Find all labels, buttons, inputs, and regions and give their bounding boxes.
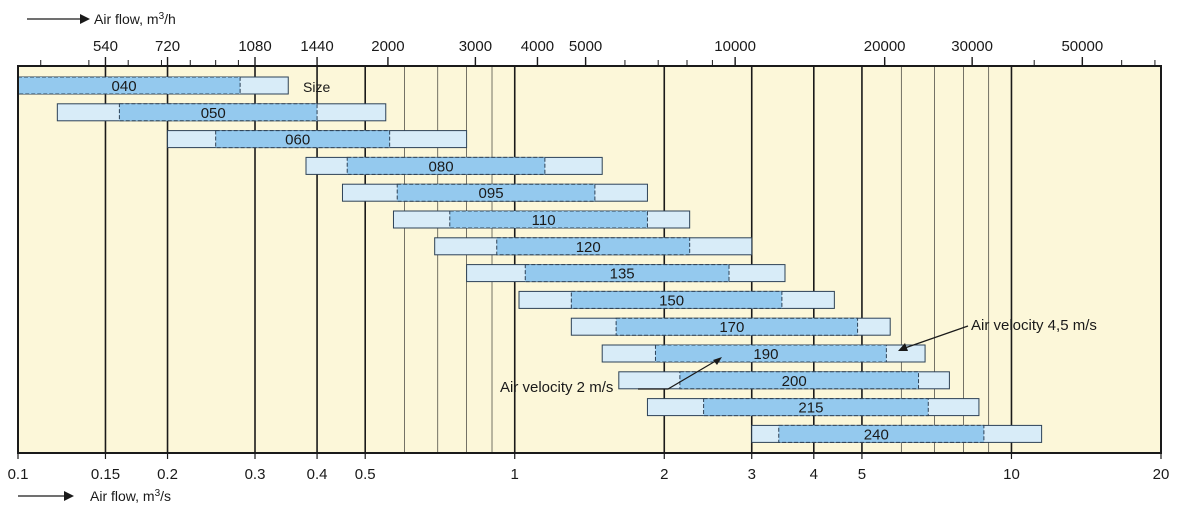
size-label: 170 [719,319,744,336]
size-label: 135 [610,266,635,283]
velocity-bar [703,398,929,417]
bottom-tick-label: 0.4 [307,466,328,483]
velocity-bar [778,424,985,443]
bottom-tick-label: 1 [511,466,519,483]
bottom-tick-label: 0.3 [245,466,266,483]
annotation-velocity-2: Air velocity 2 m/s [500,379,613,396]
velocity-bar [215,130,391,149]
top-tick-label: 2000 [371,38,404,55]
annotation-velocity-4-5: Air velocity 4,5 m/s [971,317,1097,334]
top-axis-label-sup: 3 [159,11,165,22]
size-label: 150 [659,292,684,309]
annotation-arrow-line [638,358,720,390]
top-tick-label: 720 [155,38,180,55]
velocity-bar [570,290,783,309]
bottom-tick-label: 10 [1003,466,1020,483]
size-label: 215 [798,400,823,417]
size-label: 080 [429,158,454,175]
bottom-tick-label: 20 [1153,466,1170,483]
top-tick-label: 20000 [864,38,906,55]
svg-text:Air flow, m3/h: Air flow, m3/h [94,11,176,27]
bottom-axis-label-sup: 3 [155,488,161,499]
annotation-arrowhead [898,343,908,351]
velocity-bar [679,371,920,390]
top-tick-label: 4000 [521,38,554,55]
svg-text:Air flow, m3/s: Air flow, m3/s [90,488,171,504]
bottom-tick-label: 4 [810,466,818,483]
bottom-tick-label: 0.15 [91,466,120,483]
velocity-bar [449,210,648,229]
velocity-bar [615,317,859,336]
top-tick-label: 1440 [300,38,333,55]
bottom-tick-label: 0.2 [157,466,178,483]
bottom-tick-label: 3 [748,466,756,483]
top-axis-label-text: Air flow, m [94,11,159,27]
top-tick-label: 10000 [714,38,756,55]
top-tick-label: 1080 [238,38,271,55]
size-label: 060 [285,132,310,149]
size-label: 120 [576,239,601,256]
bottom-axis-label-unit: /s [160,488,171,504]
bottom-tick-label: 0.5 [355,466,376,483]
top-tick-label: 5000 [569,38,602,55]
bottom-tick-label: 5 [858,466,866,483]
bottom-axis-ticks: 0.1 0.15 0.2 0.3 0.4 0.5 1 2 3 4 5 10 20 [8,453,1170,483]
bottom-tick-label: 0.1 [8,466,29,483]
velocity-bar [524,264,730,283]
top-tick-label: 3000 [459,38,492,55]
top-tick-label: 30000 [951,38,993,55]
top-axis-label-unit: /h [164,11,176,27]
annotation-arrowhead [713,357,722,365]
size-label: 050 [201,105,226,122]
size-label: 240 [864,426,889,443]
velocity-bar [496,237,691,256]
annotations: Air velocity 4,5 m/s Air velocity 2 m/s [500,317,1097,396]
size-label: 200 [782,373,807,390]
size-label: 095 [479,185,504,202]
plot-frame [17,65,1162,454]
velocity-bar [654,344,887,363]
size-label: 190 [753,346,778,363]
size-column-label: Size [303,79,330,95]
top-axis-ticks: 540 720 1080 1440 2000 3000 4000 5000 10000 20000… [40,38,1156,66]
bottom-axis-label: Air flow, m3/s [18,488,171,504]
annotation-arrow-line [901,325,969,350]
top-axis-label: Air flow, m3/h [27,11,176,27]
bottom-tick-label: 2 [660,466,668,483]
size-label: 040 [112,78,137,95]
top-tick-label: 50000 [1061,38,1103,55]
bottom-axis-label-text: Air flow, m [90,488,155,504]
velocity-bar [346,156,546,175]
top-tick-label: 540 [93,38,118,55]
velocity-bar [118,103,318,122]
velocity-bar [396,183,596,202]
size-label: 110 [532,212,556,229]
